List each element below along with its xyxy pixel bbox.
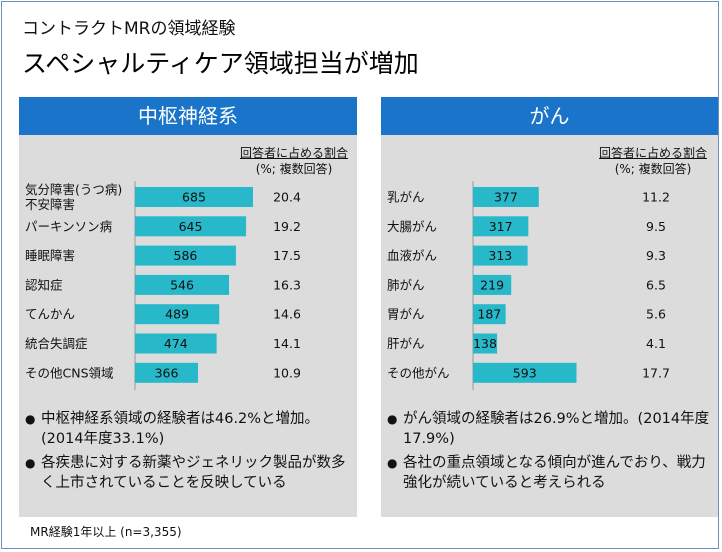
panel-cancer: がん 回答者に占める割合 (%; 複数回答) 377 乳がん 11.2 317 大腸がん… — [381, 97, 718, 517]
bar — [473, 216, 529, 237]
column-header-line2: (%; 複数回答) — [255, 162, 333, 176]
percentage-label: 17.5 — [273, 248, 301, 263]
bar — [473, 274, 512, 295]
bullet-dot-icon: ● — [387, 412, 398, 426]
panel-cns: 中枢神経系 回答者に占める割合 (%; 複数回答) 685 気分障害(うつ病) 不安… — [19, 97, 357, 517]
note-item: ● 中枢神経系領域の経験者は46.2%と増加。(2014年度33.1%) — [25, 409, 353, 449]
note-text: 各社の重点領域となる傾向が進んでおり、戦力強化が続いていると考えられる — [403, 455, 706, 491]
bullet-dot-icon: ● — [25, 456, 36, 470]
bar — [135, 304, 220, 325]
bar — [473, 304, 506, 325]
note-text: 中枢神経系領域の経験者は46.2%と増加。(2014年度33.1%) — [41, 411, 320, 447]
category-label: 肺がん — [387, 277, 425, 292]
category-label: 統合失調症 — [25, 336, 88, 351]
percentage-label: 19.2 — [273, 219, 301, 234]
percentage-label: 5.6 — [646, 307, 666, 322]
slide-subtitle: コントラクトMRの領域経験 — [22, 19, 236, 39]
percentage-label: 17.7 — [642, 365, 670, 380]
percentage-label: 10.9 — [273, 365, 301, 380]
category-label: パーキンソン病 — [25, 219, 112, 234]
bullet-dot-icon: ● — [25, 412, 36, 426]
category-label: 気分障害(うつ病) — [25, 182, 122, 197]
bar-value-label: 685 — [182, 190, 206, 205]
column-header-line1: 回答者に占める割合 — [598, 146, 707, 160]
category-label: 乳がん — [387, 190, 425, 205]
footnote: MR経験1年以上 (n=3,355) — [30, 525, 182, 539]
bar-value-label: 377 — [494, 190, 518, 205]
category-label: その他がん — [387, 365, 450, 380]
column-header-cancer: 回答者に占める割合 (%; 複数回答) — [591, 145, 715, 177]
panel-header-cns: 中枢神経系 — [19, 97, 357, 135]
percentage-label: 14.6 — [273, 307, 301, 322]
category-label: 不安障害 — [25, 197, 75, 212]
bar-value-label: 645 — [179, 219, 203, 234]
percentage-label: 16.3 — [273, 277, 301, 292]
bar — [473, 245, 528, 266]
bar — [473, 187, 539, 207]
slide-title: スペシャルティケア領域担当が増加 — [22, 49, 419, 78]
bar-value-label: 138 — [473, 336, 497, 351]
percentage-label: 4.1 — [646, 336, 666, 351]
percentage-label: 20.4 — [273, 190, 301, 205]
note-item: ● がん領域の経験者は26.9%と増加。(2014年度17.9%) — [387, 409, 714, 449]
bar — [473, 362, 577, 383]
bar-chart-cancer: 377 乳がん 11.2 317 大腸がん 9.5 313 血液がん 9.3 219 肺がん 6.5 1… — [387, 181, 670, 391]
note-text: 各疾患に対する新薬やジェネリック製品が数多く上市されていることを反映している — [41, 455, 346, 491]
bar — [135, 333, 217, 354]
bar-value-label: 366 — [155, 365, 179, 380]
category-label: 認知症 — [25, 277, 63, 292]
column-header-line1: 回答者に占める割合 — [239, 146, 348, 160]
bar — [135, 362, 199, 383]
notes-cns: ● 中枢神経系領域の経験者は46.2%と増加。(2014年度33.1%) ● 各疾患… — [25, 409, 353, 497]
percentage-label: 11.2 — [642, 190, 670, 205]
bar-chart-cns: 685 気分障害(うつ病)不安障害 20.4 645 パーキンソン病 19.2 586 睡眠障… — [25, 181, 301, 391]
bar-value-label: 586 — [174, 248, 198, 263]
bar-value-label: 317 — [489, 219, 513, 234]
bar — [135, 245, 236, 266]
category-label: てんかん — [25, 307, 75, 322]
bar — [473, 333, 498, 354]
percentage-label: 14.1 — [273, 336, 301, 351]
percentage-label: 6.5 — [646, 277, 666, 292]
category-label: 血液がん — [387, 248, 437, 263]
panel-header-cancer: がん — [381, 97, 718, 135]
percentage-label: 9.5 — [646, 219, 666, 234]
note-text: がん領域の経験者は26.9%と増加。(2014年度17.9%) — [403, 411, 710, 447]
category-label: 睡眠障害 — [25, 248, 75, 263]
notes-cancer: ● がん領域の経験者は26.9%と増加。(2014年度17.9%) ● 各社の重点領… — [387, 409, 714, 497]
bar-value-label: 489 — [165, 307, 189, 322]
bar — [135, 216, 247, 237]
column-header-line2: (%; 複数回答) — [614, 162, 692, 176]
category-label: 肝がん — [387, 336, 425, 351]
percentage-label: 9.3 — [646, 248, 666, 263]
bar-value-label: 187 — [477, 307, 501, 322]
bar — [135, 274, 230, 295]
category-label: 胃がん — [387, 307, 425, 322]
note-item: ● 各社の重点領域となる傾向が進んでおり、戦力強化が続いていると考えられる — [387, 453, 714, 493]
note-item: ● 各疾患に対する新薬やジェネリック製品が数多く上市されていることを反映している — [25, 453, 353, 493]
column-header-cns: 回答者に占める割合 (%; 複数回答) — [234, 145, 354, 177]
bullet-dot-icon: ● — [387, 456, 398, 470]
bar — [135, 187, 253, 207]
bar-value-label: 593 — [513, 365, 537, 380]
bar-value-label: 313 — [488, 248, 512, 263]
bar-value-label: 546 — [170, 277, 194, 292]
bar-value-label: 219 — [480, 277, 504, 292]
category-label: 大腸がん — [387, 219, 437, 234]
bar-value-label: 474 — [164, 336, 188, 351]
category-label: その他CNS領域 — [25, 365, 114, 380]
